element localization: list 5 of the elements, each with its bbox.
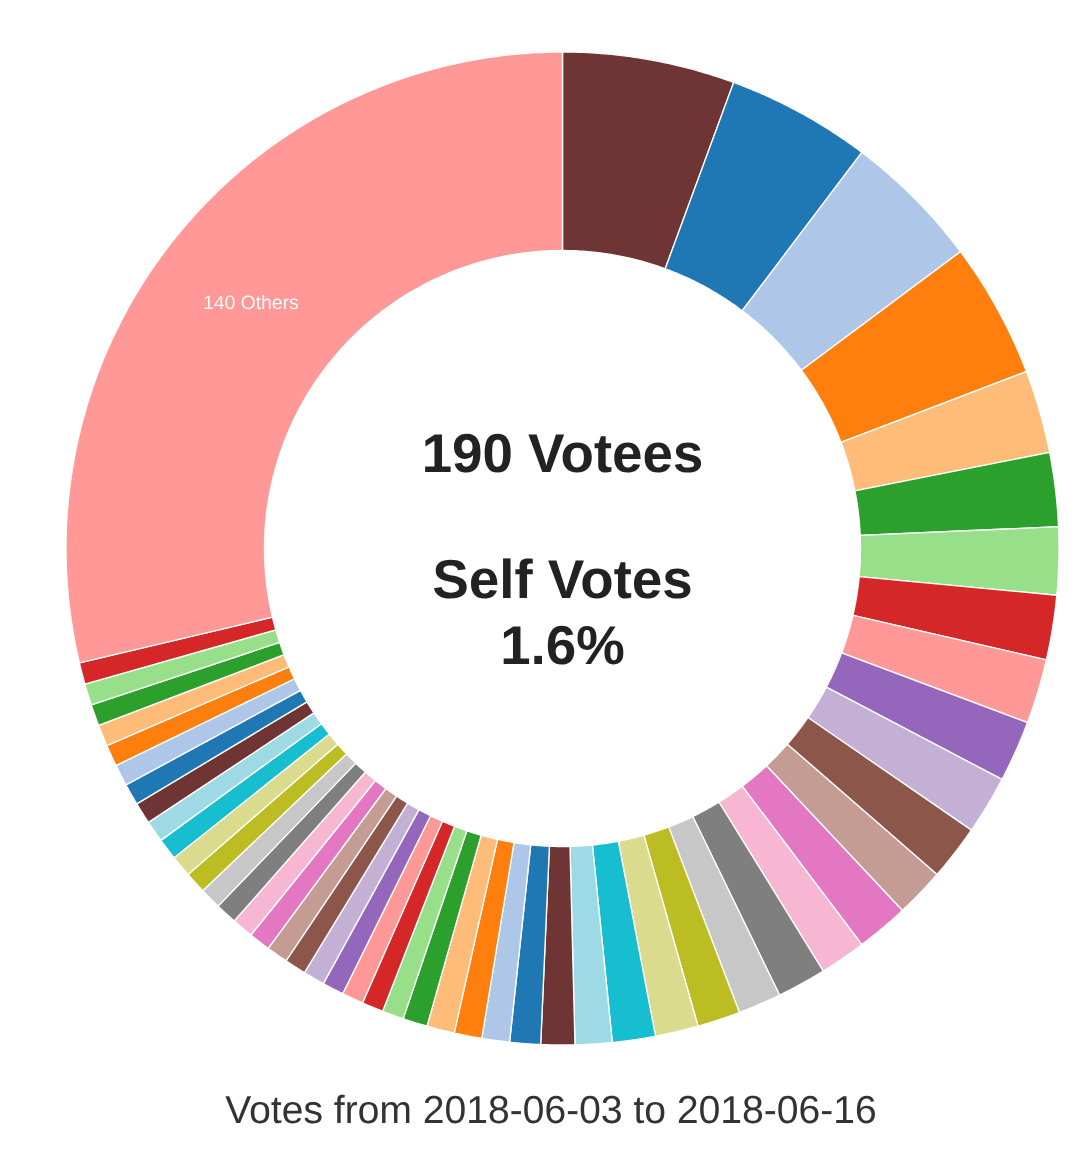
text: 1.6% (503, 625, 624, 665)
text: 190 Votees (425, 433, 702, 473)
slice-label: 140 Others (204, 294, 299, 310)
text: Self Votes (433, 558, 691, 599)
text: Votes from 2018-06-03 to 2018-06-16 (225, 1094, 875, 1124)
